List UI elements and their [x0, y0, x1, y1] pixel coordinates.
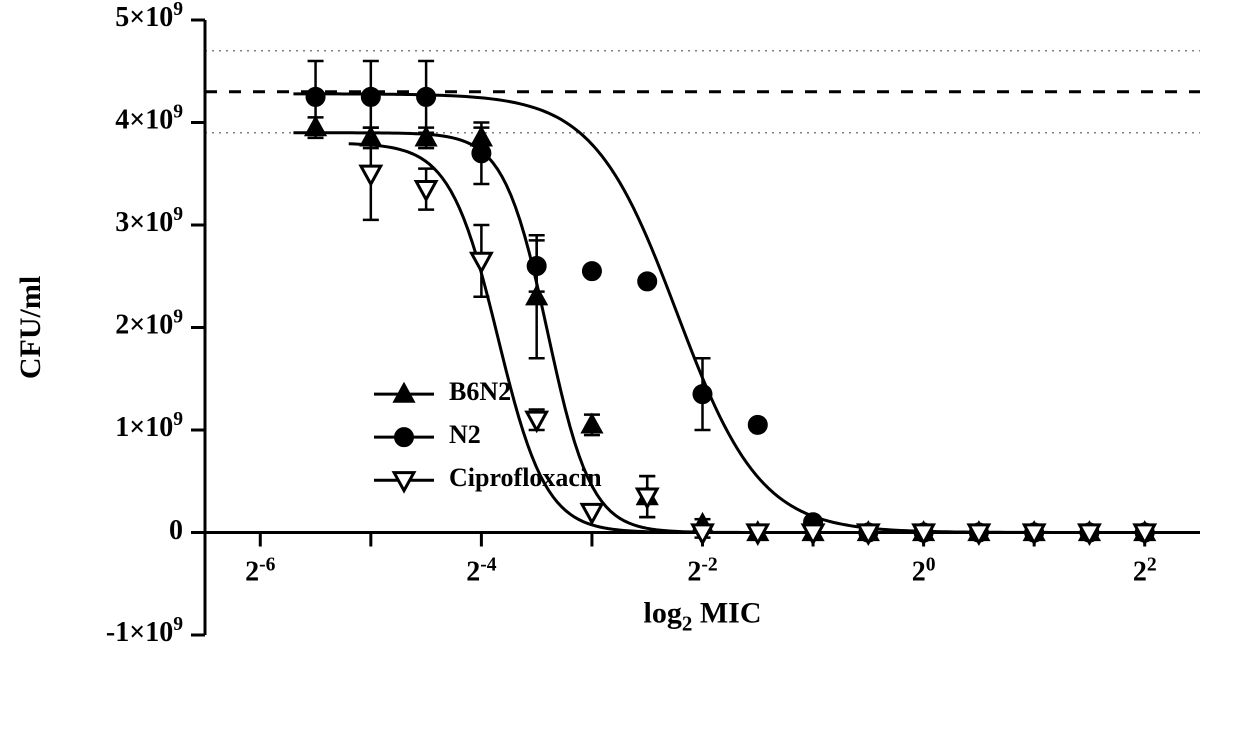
legend-item-n2: N2 — [374, 420, 481, 449]
x-tick-label: 2-6 — [245, 555, 276, 588]
y-tick-label: 4×109 — [115, 101, 183, 136]
x-tick-label: 20 — [912, 555, 936, 588]
fit-curve — [293, 94, 1200, 533]
x-axis-label: log2 MIC — [644, 597, 762, 636]
y-tick-label: 0 — [169, 515, 183, 546]
x-tick-label: 22 — [1133, 555, 1157, 588]
dose-response-chart: -1×109 0 1×109 2×109 3×109 4×109 5×109 2-6 2-4 2-… — [0, 0, 1240, 736]
y-tick-label: 2×109 — [115, 306, 183, 341]
legend-label: B6N2 — [449, 377, 511, 406]
legend-label: Ciprofloxacin — [449, 463, 602, 492]
legend-item-b6n2: B6N2 — [374, 377, 511, 406]
y-tick-label: 5×109 — [115, 0, 183, 33]
x-tick-label: 2-2 — [687, 555, 717, 588]
x-tick-label: 2-4 — [466, 555, 497, 588]
series-n2 — [293, 61, 1200, 542]
legend-item-ciprofloxacin: Ciprofloxacin — [374, 463, 602, 492]
chart-container: -1×109 0 1×109 2×109 3×109 4×109 5×109 2-6 2-4 2-… — [0, 0, 1240, 736]
y-tick-label: -1×109 — [106, 614, 183, 649]
y-tick-label: 3×109 — [115, 204, 183, 239]
legend-label: N2 — [449, 420, 481, 449]
y-axis-label: CFU/ml — [14, 276, 47, 379]
y-tick-label: 1×109 — [115, 409, 183, 444]
